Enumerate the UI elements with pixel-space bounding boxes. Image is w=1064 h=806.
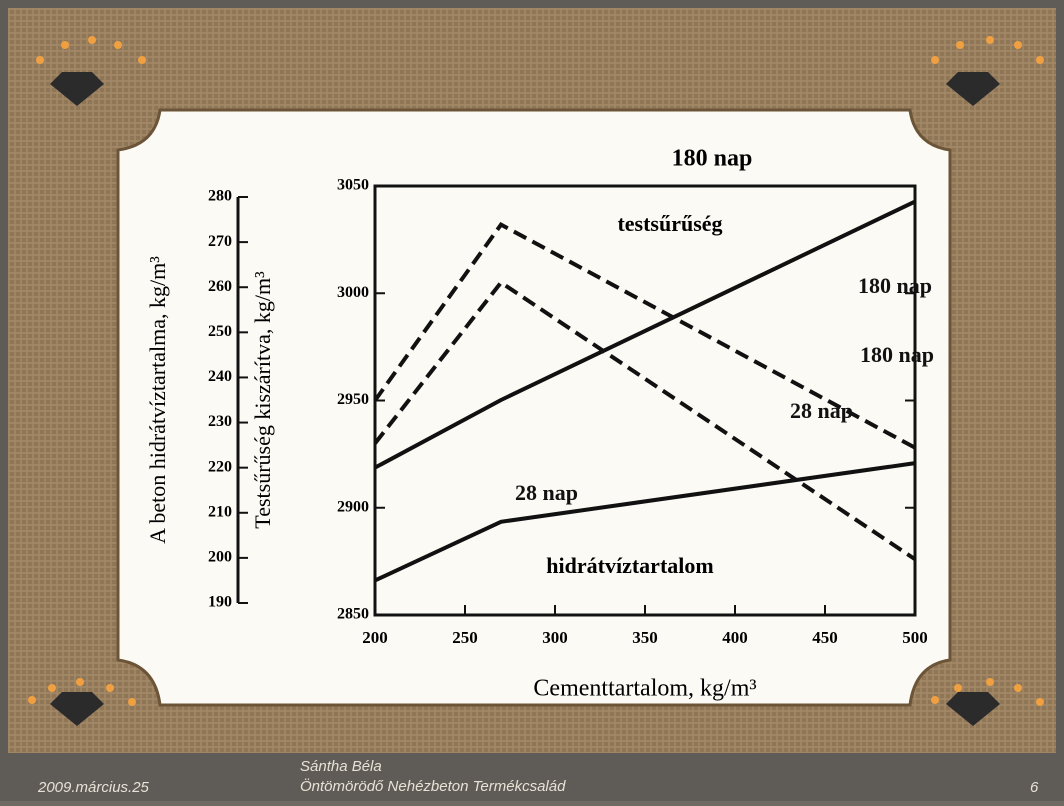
y2-tick-label: 240 [208,368,232,385]
footer-date: 2009.március.25 [37,779,150,796]
annotation: testsűrűség [617,211,722,236]
series-label: 180 nap [858,273,932,298]
footer-page: 6 [1030,779,1039,796]
y2-tick-label: 190 [208,594,232,611]
y-tick-label: 3050 [337,177,369,194]
y2-tick-label: 220 [208,458,232,475]
x-tick-label: 450 [812,628,838,647]
x-tick-label: 500 [902,628,928,647]
y-tick-label: 2950 [337,391,369,408]
y2-tick-label: 230 [208,413,232,430]
series-label: 28 nap [790,398,853,423]
y-tick-label: 2900 [337,498,369,515]
y-tick-label: 2850 [337,606,369,623]
x-tick-label: 300 [542,628,568,647]
series-label: 28 nap [515,480,578,505]
y2-tick-label: 250 [208,323,232,340]
chart-title: 180 nap [672,146,753,172]
y2-axis-label: A beton hidrátvíztartalma, kg/m³ [145,256,170,544]
y2-tick-label: 260 [208,278,232,295]
x-axis-label: Cementtartalom, kg/m³ [533,676,756,702]
footer-project: Öntömörödő Nehézbeton Termékcsalád [300,777,566,795]
slide: 2009.március.25 Sántha Béla Öntömörödő N… [0,0,1064,801]
y2-tick-label: 210 [208,503,232,520]
y2-tick-label: 200 [208,549,232,566]
footer-author: Sántha Béla [300,758,382,775]
x-tick-label: 400 [722,628,748,647]
annotation: hidrátvíztartalom [546,553,713,578]
y-tick-label: 3000 [337,284,369,301]
x-tick-label: 200 [362,628,388,647]
series-label: 180 nap [860,342,934,367]
x-tick-label: 350 [632,628,658,647]
y2-tick-label: 270 [208,233,232,250]
y2-tick-label: 280 [208,188,232,205]
y-axis-label: Testsűrűség kiszárítva, kg/m³ [250,271,275,529]
x-tick-label: 250 [452,628,478,647]
